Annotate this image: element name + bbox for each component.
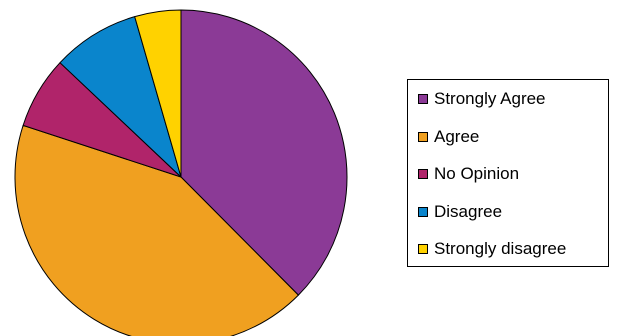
legend-swatch (418, 206, 428, 217)
pie-slice-agree (14, 124, 299, 336)
legend-item-agree: Agree (418, 126, 479, 148)
legend-swatch (418, 244, 428, 254)
legend-item-no-opinion: No Opinion (418, 163, 519, 185)
legend-item-strongly-disagree: Strongly disagree (418, 238, 566, 260)
pie-slice-strongly-disagree (134, 9, 182, 178)
legend-label: Strongly disagree (434, 239, 567, 258)
pie-slice-strongly-agree (180, 9, 348, 296)
legend-item-disagree: Disagree (418, 201, 502, 223)
legend-swatch (418, 94, 428, 104)
legend-item-strongly-agree: Strongly Agree (418, 88, 546, 110)
legend-swatch (418, 131, 428, 142)
legend-label: Agree (434, 126, 480, 146)
legend-label: No Opinion (434, 164, 520, 183)
legend-label: Strongly Agree (434, 89, 546, 108)
legend-swatch (418, 169, 428, 179)
chart-legend: Strongly Agree Agree No Opinion Disagree Str… (407, 79, 609, 267)
pie-slice-disagree (59, 16, 182, 178)
legend-label: Disagree (434, 201, 503, 221)
